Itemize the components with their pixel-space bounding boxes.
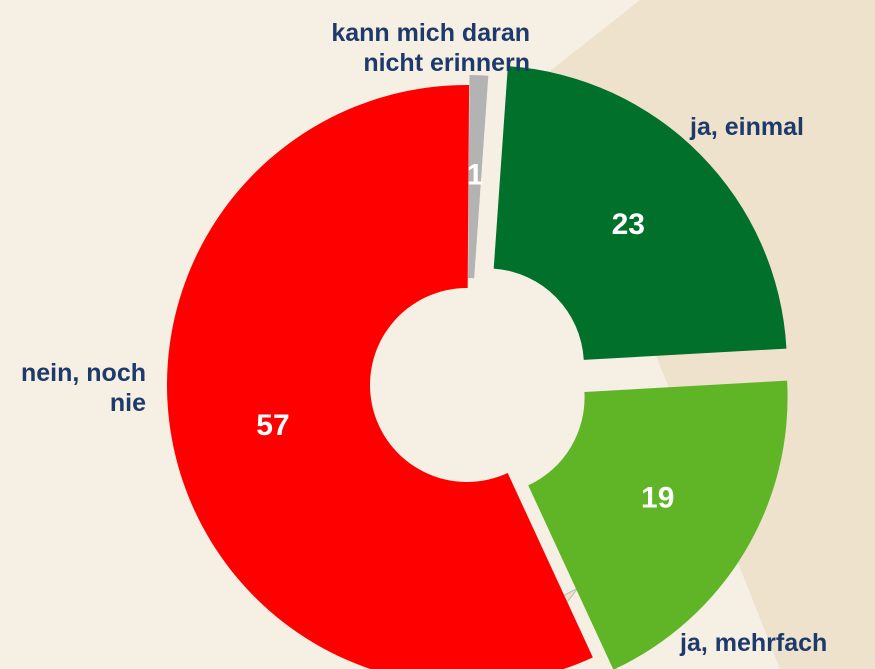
segment: [528, 380, 788, 669]
value-label: 57: [256, 409, 289, 442]
value-label: 19: [641, 482, 674, 515]
label: ja, einmal: [690, 113, 804, 141]
segment: [468, 75, 489, 279]
segment: [167, 85, 593, 669]
label: kann mich daran nicht erinnern: [331, 19, 530, 77]
label: ja, mehrfach: [680, 629, 828, 657]
value-label: 23: [612, 208, 645, 241]
segment: [493, 66, 787, 360]
value-label: 1: [467, 159, 484, 192]
label: nein, noch nie: [21, 359, 146, 417]
